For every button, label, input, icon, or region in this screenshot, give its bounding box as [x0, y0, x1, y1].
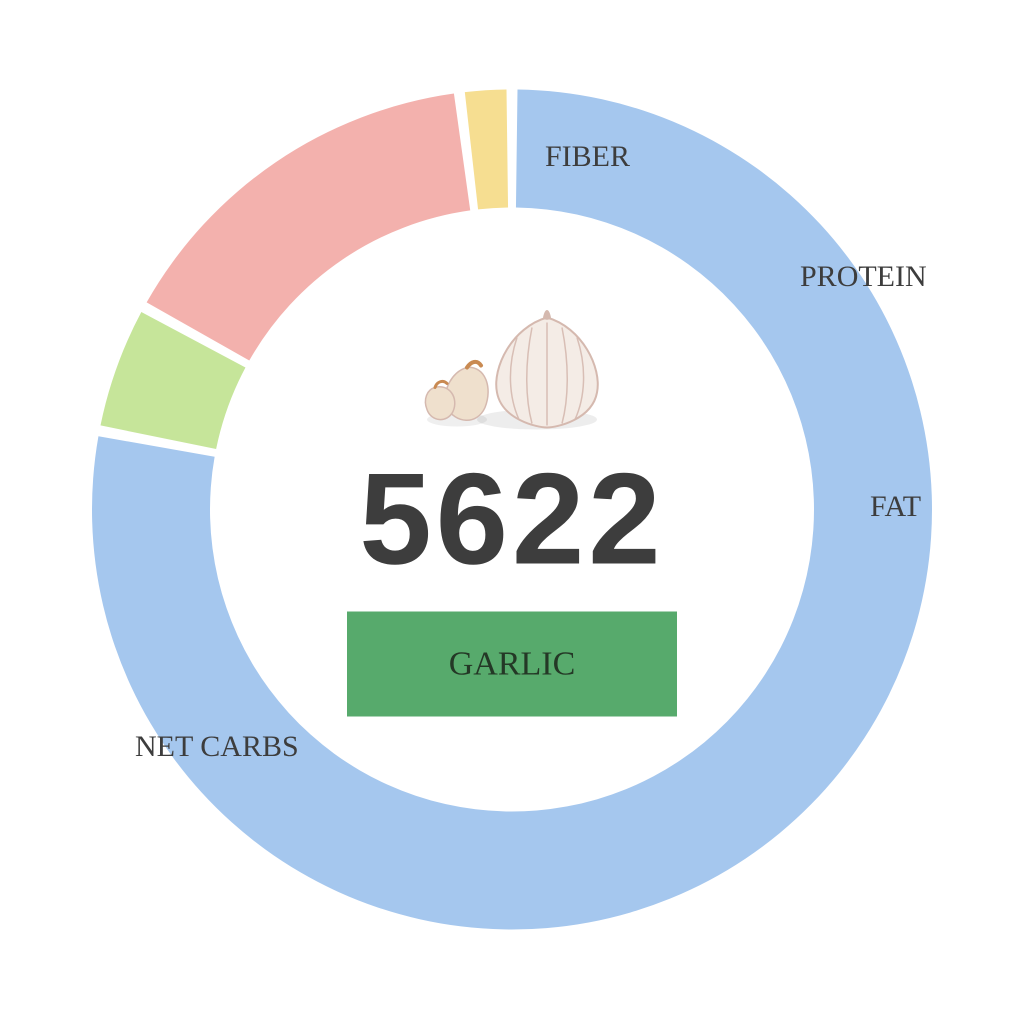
segment-label-net-carbs: NET CARBS	[135, 730, 299, 764]
segment-label-protein: PROTEIN	[800, 260, 927, 294]
garlic-icon	[397, 288, 627, 438]
center-content: 5622 GARLIC	[347, 308, 677, 717]
infographic-stage: NET CARBS FIBER PROTEIN FAT 5622 GARLIC	[0, 0, 1024, 1024]
segment-label-fat: FAT	[870, 490, 921, 524]
segment-fat	[465, 90, 508, 210]
score-number: 5622	[359, 444, 664, 594]
food-name-label: GARLIC	[449, 645, 576, 683]
food-name-pill: GARLIC	[347, 612, 677, 717]
segment-label-fiber: FIBER	[545, 140, 630, 174]
